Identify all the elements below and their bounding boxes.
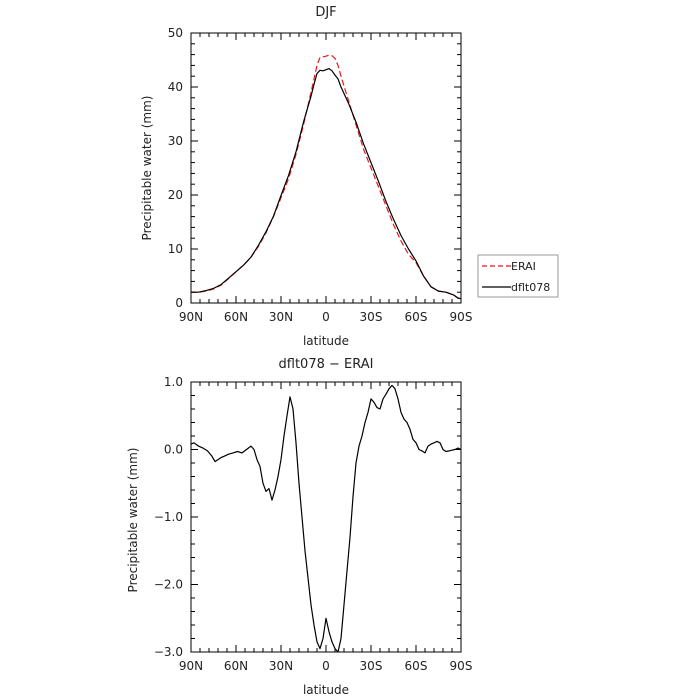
axis-ticks (190, 32, 462, 304)
x-axis-label: latitude (303, 334, 349, 348)
chart-title: dflt078 − ERAI (279, 357, 374, 372)
legend-box (477, 254, 559, 298)
series-lines (191, 54, 462, 300)
y-axis-label: Precipitable water (mm) (126, 448, 140, 593)
tick-labels: 90N 60N 30N 0 30S 60S 90S 0 10 20 30 40 50 (168, 26, 473, 324)
x-tick-label: 0 (322, 310, 330, 324)
y-tick-label: 20 (168, 188, 183, 202)
chart-difference-panel: dflt078 − ERAI 90N 60N 30N 0 30S 60S 90S −3.0 −2… (126, 357, 472, 697)
x-tick-label: 90S (450, 659, 473, 673)
y-tick-label: 10 (168, 242, 183, 256)
series-line-difference (190, 384, 462, 653)
y-axis-label: Precipitable water (mm) (140, 96, 154, 241)
x-tick-label: 30N (269, 659, 293, 673)
y-tick-label: −1.0 (154, 510, 183, 524)
x-tick-label: 30S (360, 659, 383, 673)
chart-djf-panel: DJF 90N 60N 30N 0 30S 60S 90S 0 10 20 30 40 50 latit… (140, 5, 559, 348)
x-tick-label: 60N (224, 659, 248, 673)
legend-erai-label: ERAI (511, 260, 536, 273)
x-tick-label: 90S (450, 310, 473, 324)
series-lines (190, 384, 462, 653)
y-tick-label: 50 (168, 26, 183, 40)
x-tick-label: 30S (360, 310, 383, 324)
chart-title: DJF (315, 5, 336, 20)
y-tick-label: −3.0 (154, 645, 183, 659)
x-tick-label: 90N (179, 310, 203, 324)
x-tick-label: 60S (405, 659, 428, 673)
y-tick-label: 0.0 (164, 443, 183, 457)
x-axis-label: latitude (303, 683, 349, 697)
series-line-dflt078 (191, 67, 462, 300)
axis-ticks (190, 381, 462, 653)
y-tick-label: 0 (175, 296, 183, 310)
y-tick-label: 30 (168, 134, 183, 148)
plot-frame (190, 32, 462, 304)
x-tick-label: 60N (224, 310, 248, 324)
x-tick-label: 0 (322, 659, 330, 673)
x-tick-label: 60S (405, 310, 428, 324)
y-tick-label: 40 (168, 80, 183, 94)
plot-frame (190, 381, 462, 653)
x-tick-label: 30N (269, 310, 293, 324)
y-tick-label: 1.0 (164, 375, 183, 389)
x-tick-label: 90N (179, 659, 203, 673)
tick-labels: 90N 60N 30N 0 30S 60S 90S −3.0 −2.0 −1.0 0.0 1.0 (154, 375, 473, 673)
legend-dflt078-label: dflt078 (511, 281, 550, 294)
legend: ERAI dflt078 (477, 254, 559, 298)
series-line-erai (191, 54, 462, 300)
y-tick-label: −2.0 (154, 578, 183, 592)
